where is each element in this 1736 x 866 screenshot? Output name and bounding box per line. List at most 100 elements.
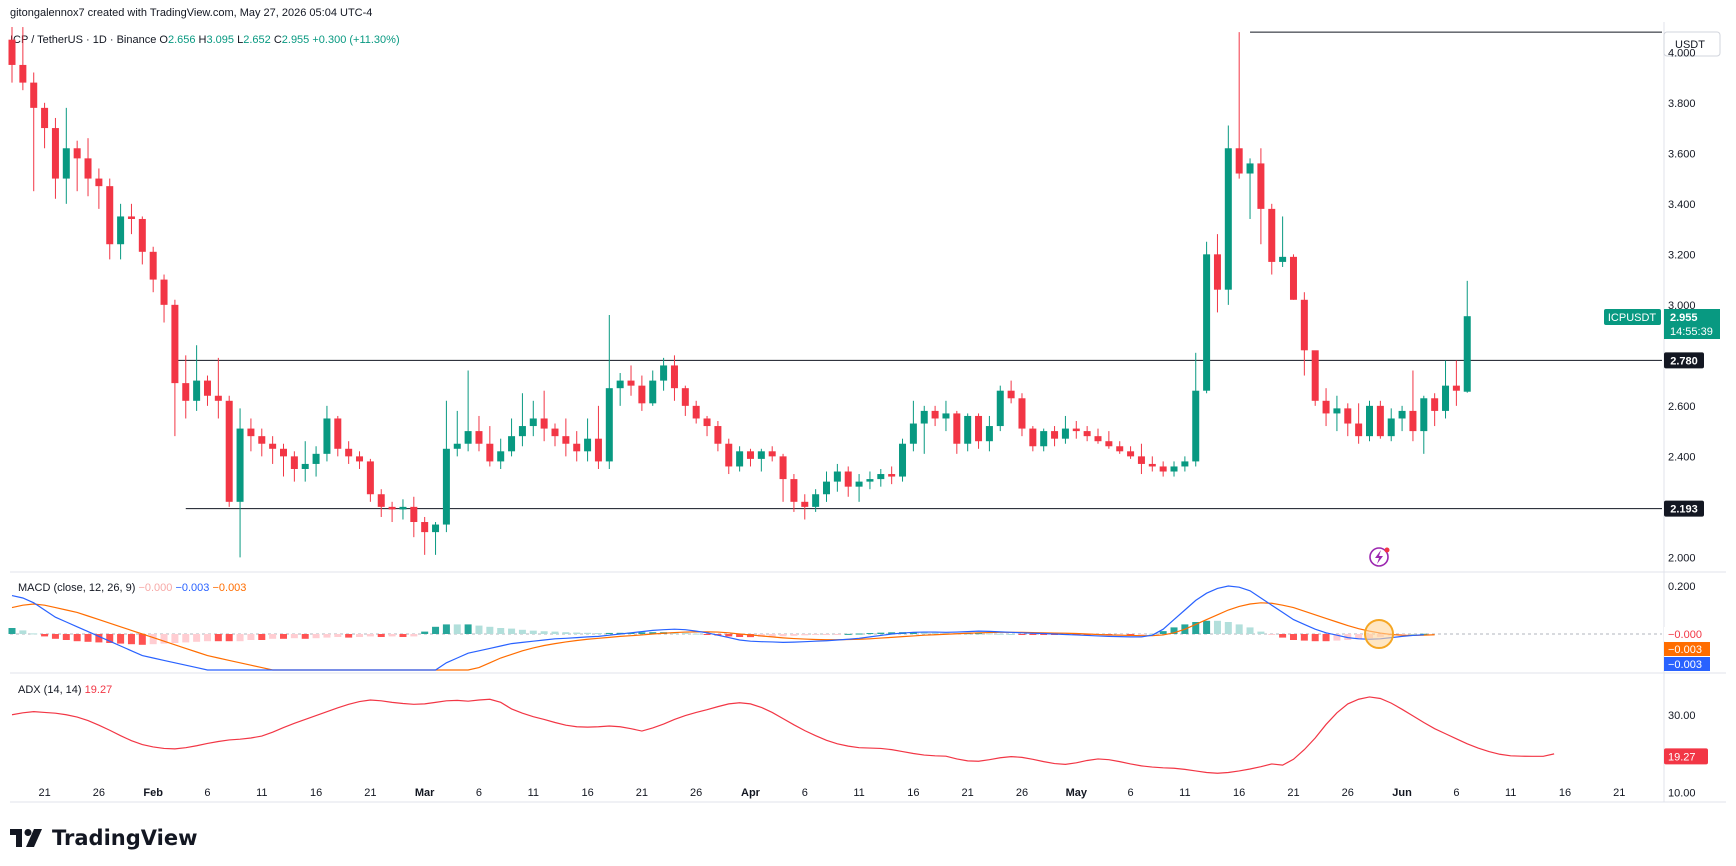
macd-histogram-bar xyxy=(1300,634,1308,641)
candle-body xyxy=(323,418,331,454)
tradingview-logo[interactable]: TradingView xyxy=(10,826,197,850)
time-tick-label: 16 xyxy=(1559,787,1571,799)
macd-histogram-bar xyxy=(95,634,103,643)
candle-body xyxy=(301,463,309,469)
macd-histogram-bar xyxy=(594,633,602,635)
candle-body xyxy=(1300,299,1308,351)
price-tick-label: 3.000 xyxy=(1668,300,1696,312)
candle-body xyxy=(486,443,494,462)
time-tick-label: 16 xyxy=(1233,787,1245,799)
time-tick-label: 26 xyxy=(93,787,105,799)
price-axis[interactable]: USDT 4.000 3.800 3.600 3.400 3.200 3.000 2.600… xyxy=(1663,31,1721,564)
candle-body xyxy=(877,474,885,480)
candle-body xyxy=(779,456,787,480)
candle-body xyxy=(171,304,179,384)
adx-value-tag-label: 19.27 xyxy=(1668,751,1696,763)
level-tag xyxy=(1664,500,1704,517)
candle-body xyxy=(649,380,657,404)
candle-body xyxy=(757,451,765,459)
macd-histogram-bar xyxy=(1105,634,1113,635)
time-tick-label: May xyxy=(1066,787,1088,799)
symbol-title[interactable]: ICP / TetherUS · 1D · Binance xyxy=(10,34,157,46)
price-tick-label: 2.000 xyxy=(1668,552,1696,564)
price-tick-label: 3.800 xyxy=(1668,98,1696,110)
candle-body xyxy=(692,405,700,419)
macd-axis[interactable]: 0.200 −0.000 −0.003 −0.003 xyxy=(1664,581,1710,671)
macd-histogram-bar xyxy=(801,634,809,636)
macd-tick-label: 0.200 xyxy=(1668,581,1696,593)
macd-histogram-bar xyxy=(1072,634,1080,635)
horizontal-levels[interactable]: 2.780 2.193 xyxy=(174,31,1704,517)
macd-histogram-bar xyxy=(475,625,483,634)
level-tag-label: 2.780 xyxy=(1670,355,1698,367)
time-axis[interactable]: 21 26 Feb 6 11 16 21 Mar 6 11 16 21 26 Apr 6 11 16 21 26 Ma… xyxy=(38,787,1625,799)
macd-histogram-bar xyxy=(1366,634,1373,639)
candle-body xyxy=(920,410,928,424)
macd-histogram-bar xyxy=(899,632,907,634)
macd-histogram-bar xyxy=(1083,634,1091,635)
candle-body xyxy=(62,148,70,179)
macd-histogram-bar xyxy=(779,634,787,637)
price-tick-label: 3.600 xyxy=(1668,148,1696,160)
lightning-icon[interactable] xyxy=(1369,547,1390,567)
macd-histogram-bar xyxy=(1409,634,1417,635)
macd-histogram-bar xyxy=(877,632,885,634)
candle-body xyxy=(594,438,602,462)
candle-body xyxy=(149,251,157,280)
candle-body xyxy=(410,506,418,523)
time-tick-label: 11 xyxy=(1179,787,1190,799)
macd-histogram-bar xyxy=(692,633,700,635)
macd-histogram-bar xyxy=(1398,634,1406,635)
time-tick-label: 26 xyxy=(1016,787,1028,799)
macd-histogram-bar xyxy=(1170,627,1178,634)
time-tick-label: 11 xyxy=(1505,787,1516,799)
candle-body xyxy=(225,400,233,502)
macd-pane xyxy=(8,585,1662,671)
macd-value-tag-label: −0.000 xyxy=(1668,629,1702,641)
price-tick-label: 3.200 xyxy=(1668,249,1696,261)
low-value: 2.652 xyxy=(243,34,271,46)
adx-title[interactable]: ADX (14, 14) xyxy=(18,684,82,696)
macd-value-tag-label: −0.003 xyxy=(1668,644,1702,656)
macd-signal-line xyxy=(11,602,1435,671)
macd-title[interactable]: MACD (close, 12, 26, 9) xyxy=(18,582,136,594)
macd-histogram-bar xyxy=(1257,631,1265,634)
macd-histogram-bar xyxy=(1376,634,1384,637)
macd-histogram-bar xyxy=(464,624,472,634)
time-tick-label: 11 xyxy=(528,787,539,799)
candle-body xyxy=(1322,400,1330,414)
close-label: C xyxy=(273,34,282,46)
macd-histogram-bar xyxy=(356,634,364,637)
last-price-tag: ICPUSDT 2.955 14:55:39 xyxy=(1604,309,1720,339)
adx-axis[interactable]: 30.00 10.00 19.27 xyxy=(1664,710,1708,800)
macd-value-tag-label: −0.003 xyxy=(1668,659,1702,671)
macd-histogram-bar xyxy=(540,631,548,634)
candle-body xyxy=(442,448,450,525)
macd-histogram-bar xyxy=(1387,634,1395,636)
candle-body xyxy=(660,365,668,381)
ticker-label: ICPUSDT xyxy=(1608,312,1657,324)
macd-histogram-bar xyxy=(573,632,581,634)
candle-body xyxy=(1452,385,1460,391)
candle-body xyxy=(584,438,592,452)
price-tick-label: 3.400 xyxy=(1668,199,1696,211)
macd-histogram-bar xyxy=(1137,634,1145,635)
candle-body xyxy=(117,216,125,245)
candle-body xyxy=(746,451,754,459)
time-tick-label: Feb xyxy=(143,787,163,799)
candle-body xyxy=(193,380,201,401)
candle-body xyxy=(1007,390,1015,399)
candle-body xyxy=(975,415,983,442)
candle-body xyxy=(421,522,429,533)
macd-histogram-bar xyxy=(1289,634,1297,640)
macd-histogram-bar xyxy=(1007,634,1015,635)
macd-histogram-bar xyxy=(605,632,613,634)
candle-body xyxy=(714,426,722,444)
candle-body xyxy=(1105,441,1113,447)
candle-body xyxy=(345,448,353,457)
macd-histogram-bar xyxy=(920,632,928,634)
candle-body xyxy=(790,479,798,502)
macd-histogram-bar xyxy=(660,632,668,634)
candle-body xyxy=(497,451,505,462)
